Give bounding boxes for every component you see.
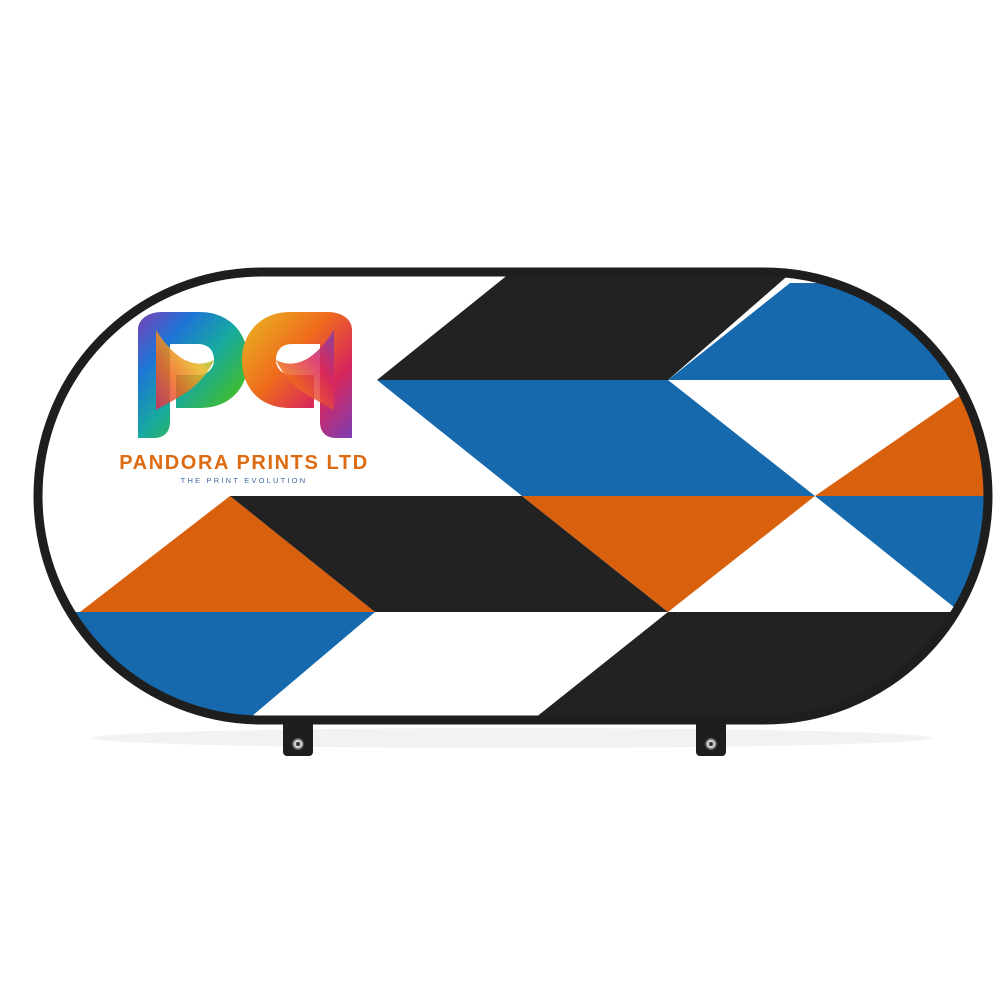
left-tab (283, 716, 313, 756)
company-name: PANDORA PRINTS LTD (119, 452, 369, 474)
pattern-orange-shape (815, 375, 988, 496)
rainbow-pp-monogram-icon (138, 312, 352, 438)
pattern-orange-shape (80, 496, 375, 612)
company-tagline: THE PRINT EVOLUTION (181, 476, 308, 485)
pattern-blue-shape (815, 496, 988, 612)
banner-frame (33, 267, 993, 725)
pattern-black-shape (377, 272, 800, 380)
pattern-orange-shape (522, 496, 815, 612)
company-logo: PANDORA PRINTS LTD THE PRINT EVOLUTION (119, 312, 369, 485)
ground-shadow (92, 728, 932, 748)
right-tab (696, 716, 726, 756)
pattern-blue-shape (377, 380, 815, 496)
